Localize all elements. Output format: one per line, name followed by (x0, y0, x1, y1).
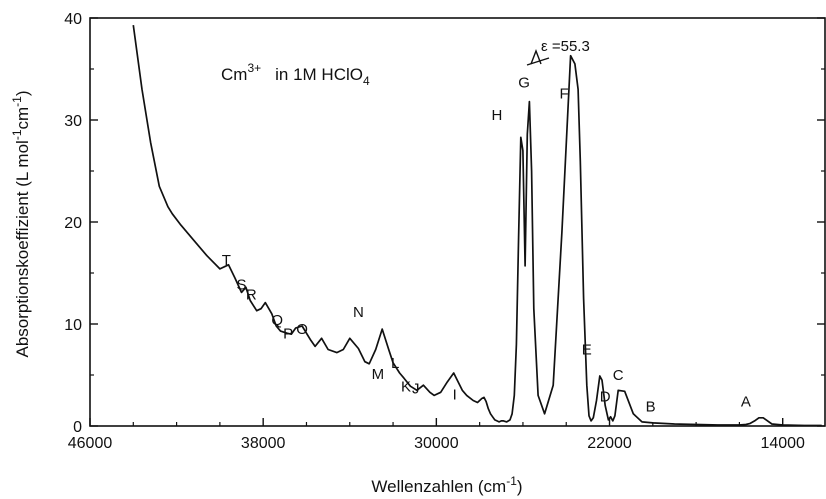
peak-label-r: R (246, 287, 257, 304)
x-axis-title: Wellenzahlen (cm-1) (371, 474, 522, 496)
peak-label-e: E (582, 342, 592, 359)
peak-label-a: A (741, 394, 751, 411)
y-axis-ticks: 0 10 20 30 40 (64, 11, 825, 436)
peak-label-m: M (372, 366, 385, 383)
peak-label-h: H (492, 107, 503, 124)
y-tick-label: 40 (64, 11, 82, 28)
off-scale-arrow-icon (530, 49, 542, 65)
peak-label-p: P (283, 325, 293, 342)
y-tick-label: 10 (64, 317, 82, 334)
off-scale-break (526, 57, 550, 66)
peak-label-b: B (646, 399, 656, 416)
peak-label-c: C (613, 367, 624, 384)
x-tick-label: 14000 (760, 435, 805, 452)
peak-label-j: J (412, 380, 420, 397)
chart-title: Cm3+ in 1M HClO4 (221, 61, 370, 88)
peak-label-l: L (391, 355, 399, 372)
x-tick-label: 38000 (241, 435, 286, 452)
y-tick-label: 20 (64, 215, 82, 232)
spectrum-line (132, 24, 822, 427)
x-tick-label: 46000 (68, 435, 113, 452)
y-tick-label: 0 (73, 419, 82, 436)
peak-label-s: S (237, 276, 247, 293)
peak-label-k: K (401, 378, 411, 395)
x-axis-ticks: 46000 38000 30000 22000 14000 (68, 418, 805, 452)
peak-label-f: F (559, 86, 568, 103)
peak-label-q: Q (271, 312, 283, 329)
plot-frame (89, 17, 826, 427)
peak-label-n: N (353, 304, 364, 321)
epsilon-annotation: ε =55.3 (541, 38, 590, 55)
peak-label-d: D (600, 389, 611, 406)
y-axis-title: Absorptionskoeffizient (L mol-1cm-1) (10, 90, 32, 357)
off-scale-marker: ε =55.3 (526, 38, 590, 66)
peak-label-t: T (222, 252, 231, 269)
y-tick-label: 30 (64, 113, 82, 130)
peak-label-i: I (453, 386, 457, 403)
x-tick-label: 30000 (414, 435, 459, 452)
x-tick-label: 22000 (587, 435, 632, 452)
peak-label-o: O (296, 321, 308, 338)
peak-label-g: G (518, 74, 530, 91)
